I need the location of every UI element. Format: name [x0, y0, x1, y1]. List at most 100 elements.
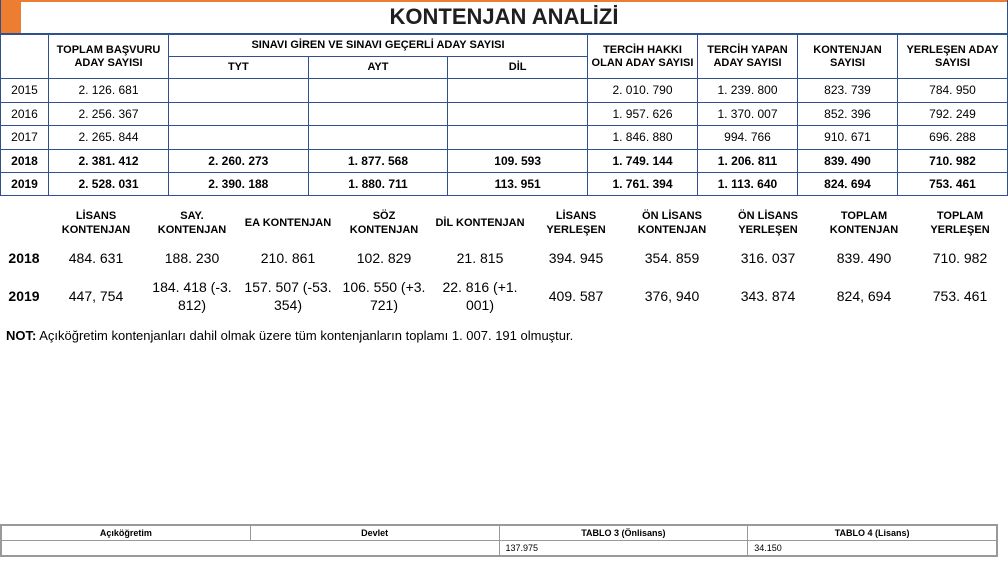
- cell-say: 188. 230: [144, 244, 240, 274]
- cell-toplam_yer: 710. 982: [912, 244, 1008, 274]
- cell-dil: [448, 126, 588, 149]
- table-row: 20152. 126. 681 2. 010. 7901. 239. 800823…: [1, 79, 1008, 102]
- cell-soz: 102. 829: [336, 244, 432, 274]
- cell-yerlesen: 710. 982: [898, 149, 1008, 172]
- cell-say: 184. 418 (-3. 812): [144, 273, 240, 320]
- cell-tyt: [169, 126, 309, 149]
- cell-onlisans_kont: 376, 940: [624, 273, 720, 320]
- cell-ea: 157. 507 (-53. 354): [240, 273, 336, 320]
- table-row: 2019447, 754184. 418 (-3. 812)157. 507 (…: [0, 273, 1008, 320]
- cell-yerlesen: 753. 461: [898, 172, 1008, 195]
- cell-tercih_yapan: 1. 113. 640: [698, 172, 798, 195]
- cell-onlisans_yer: 316. 037: [720, 244, 816, 274]
- cell-ayt: 1. 877. 568: [308, 149, 448, 172]
- table-row: 20182. 381. 4122. 260. 2731. 877. 568109…: [1, 149, 1008, 172]
- page-title: KONTENJAN ANALİZİ: [390, 4, 619, 30]
- cell-kontenjan: 839. 490: [798, 149, 898, 172]
- th2-soz: SÖZ KONTENJAN: [336, 204, 432, 244]
- cell-dil: 113. 951: [448, 172, 588, 195]
- th2-toplam-kont: TOPLAM KONTENJAN: [816, 204, 912, 244]
- table-row: 20192. 528. 0312. 390. 1881. 880. 711113…: [1, 172, 1008, 195]
- cell-tercih_yapan: 1. 239. 800: [698, 79, 798, 102]
- cell-lisans_kont: 447, 754: [48, 273, 144, 320]
- th2-lisans-kont: LİSANS KONTENJAN: [48, 204, 144, 244]
- cell-tyt: 2. 260. 273: [169, 149, 309, 172]
- th-kontenjan: KONTENJAN SAYISI: [798, 35, 898, 79]
- cell-toplam_yer: 753. 461: [912, 273, 1008, 320]
- cell-year: 2017: [1, 126, 49, 149]
- cell-tyt: [169, 79, 309, 102]
- th2-blank: [0, 204, 48, 244]
- cell-year: 2016: [1, 102, 49, 125]
- cell-tercih_hakki: 1. 749. 144: [588, 149, 698, 172]
- cell-tercih_hakki: 1. 761. 394: [588, 172, 698, 195]
- note-label: NOT:: [6, 328, 36, 343]
- th-year-blank: [1, 35, 49, 79]
- accent-stripe: [1, 0, 1007, 2]
- cell-ayt: [308, 102, 448, 125]
- cell-tercih_hakki: 1. 846. 880: [588, 126, 698, 149]
- cell-yerlesen: 696. 288: [898, 126, 1008, 149]
- cell-lisans_yer: 409. 587: [528, 273, 624, 320]
- th-sinavi-giren: SINAVI GİREN VE SINAVI GEÇERLİ ADAY SAYI…: [169, 35, 588, 57]
- ft-c1: TABLO 3 (Önlisans): [499, 526, 748, 541]
- cell-tyt: 2. 390. 188: [169, 172, 309, 195]
- cell-year: 2015: [1, 79, 49, 102]
- th-ayt: AYT: [308, 57, 448, 79]
- title-bar: KONTENJAN ANALİZİ: [0, 0, 1008, 34]
- cell-dil: 21. 815: [432, 244, 528, 274]
- cell-toplam_kont: 824, 694: [816, 273, 912, 320]
- th2-lisans-yer: LİSANS YERLEŞEN: [528, 204, 624, 244]
- ft-h1: Açıköğretim: [2, 526, 251, 541]
- cell-year: 2018: [1, 149, 49, 172]
- th-basvuru: TOPLAM BAŞVURU ADAY SAYISI: [49, 35, 169, 79]
- cell-year: 2019: [0, 273, 48, 320]
- th2-say: SAY. KONTENJAN: [144, 204, 240, 244]
- cell-tercih_yapan: 994. 766: [698, 126, 798, 149]
- cell-ea: 210. 861: [240, 244, 336, 274]
- cell-kontenjan: 852. 396: [798, 102, 898, 125]
- th-tyt: TYT: [169, 57, 309, 79]
- cell-year: 2018: [0, 244, 48, 274]
- ft-v1: 137.975: [499, 541, 748, 556]
- th2-dil: DİL KONTENJAN: [432, 204, 528, 244]
- cell-kontenjan: 823. 739: [798, 79, 898, 102]
- cell-ayt: [308, 79, 448, 102]
- cell-dil: 109. 593: [448, 149, 588, 172]
- cell-kontenjan: 824. 694: [798, 172, 898, 195]
- cell-onlisans_yer: 343. 874: [720, 273, 816, 320]
- cell-basvuru: 2. 528. 031: [49, 172, 169, 195]
- cell-dil: [448, 79, 588, 102]
- cell-tyt: [169, 102, 309, 125]
- cell-lisans_yer: 394. 945: [528, 244, 624, 274]
- cell-basvuru: 2. 126. 681: [49, 79, 169, 102]
- cell-soz: 106. 550 (+3. 721): [336, 273, 432, 320]
- cell-kontenjan: 910. 671: [798, 126, 898, 149]
- footnote: NOT: Açıköğretim kontenjanları dahil olm…: [6, 328, 1002, 343]
- cell-ayt: [308, 126, 448, 149]
- cell-year: 2019: [1, 172, 49, 195]
- ft-v2: 34.150: [748, 541, 997, 556]
- cell-tercih_hakki: 1. 957. 626: [588, 102, 698, 125]
- th2-toplam-yer: TOPLAM YERLEŞEN: [912, 204, 1008, 244]
- note-text: Açıköğretim kontenjanları dahil olmak üz…: [36, 328, 573, 343]
- cell-onlisans_kont: 354. 859: [624, 244, 720, 274]
- cell-basvuru: 2. 265. 844: [49, 126, 169, 149]
- cell-basvuru: 2. 381. 412: [49, 149, 169, 172]
- cell-tercih_yapan: 1. 370. 007: [698, 102, 798, 125]
- cell-ayt: 1. 880. 711: [308, 172, 448, 195]
- th2-onlisans-kont: ÖN LİSANS KONTENJAN: [624, 204, 720, 244]
- th-tercih-hakki: TERCİH HAKKI OLAN ADAY SAYISI: [588, 35, 698, 79]
- table-row: 20172. 265. 844 1. 846. 880994. 766910. 6…: [1, 126, 1008, 149]
- ft-h2: Devlet: [250, 526, 499, 541]
- cell-tercih_hakki: 2. 010. 790: [588, 79, 698, 102]
- cell-yerlesen: 784. 950: [898, 79, 1008, 102]
- cell-lisans_kont: 484. 631: [48, 244, 144, 274]
- table-row: 20162. 256. 3671. 957. 6261. 370. 007852…: [1, 102, 1008, 125]
- cell-yerlesen: 792. 249: [898, 102, 1008, 125]
- th-dil: DİL: [448, 57, 588, 79]
- th2-ea: EA KONTENJAN: [240, 204, 336, 244]
- cell-toplam_kont: 839. 490: [816, 244, 912, 274]
- cell-tercih_yapan: 1. 206. 811: [698, 149, 798, 172]
- analysis-table-2: LİSANS KONTENJAN SAY. KONTENJAN EA KONTE…: [0, 204, 1008, 320]
